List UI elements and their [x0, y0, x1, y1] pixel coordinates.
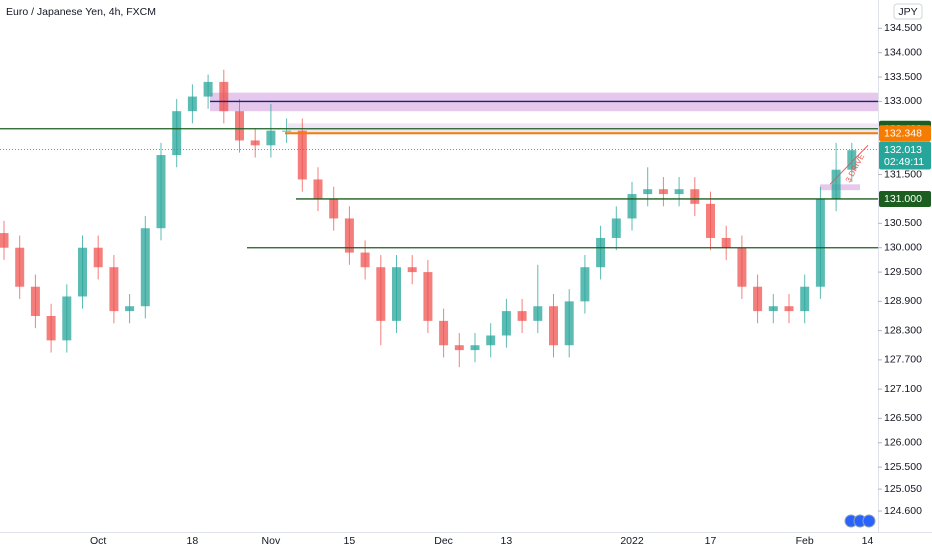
candle-body [93, 247, 103, 268]
x-tick-label: Nov [262, 535, 281, 547]
y-tick-label: 134.000 [884, 46, 922, 58]
candle-body [250, 140, 260, 146]
x-tick-label: 15 [344, 535, 356, 547]
candle-body [470, 345, 480, 351]
chart-title: Euro / Japanese Yen, 4h, FXCM [6, 6, 156, 18]
candle-body [125, 306, 135, 312]
level-tag: 131.000 [884, 193, 922, 205]
candle-body [533, 306, 543, 321]
candle-body [297, 130, 307, 180]
y-tick-label: 134.500 [884, 22, 922, 34]
candle-body [847, 150, 857, 170]
candle-body [800, 286, 810, 312]
candle-body [439, 320, 449, 346]
candle-body [643, 189, 653, 195]
candle-body [784, 306, 794, 312]
y-tick-label: 125.050 [884, 483, 922, 495]
y-tick-label: 133.000 [884, 95, 922, 107]
candle-body [140, 228, 150, 307]
candle-body [329, 198, 339, 219]
candle-body [831, 169, 841, 199]
x-tick-label: Dec [434, 535, 453, 547]
candle-body [690, 189, 700, 204]
candle-body [611, 218, 621, 238]
y-tick-label: 128.900 [884, 295, 922, 307]
currency-label: JPY [898, 6, 917, 18]
candle-body [627, 194, 637, 219]
candle-body [721, 237, 731, 248]
level-tag-bg [879, 125, 931, 142]
candle-body [46, 315, 56, 341]
icon[interactable] [862, 514, 876, 528]
x-tick-label: 17 [705, 535, 717, 547]
candle-body [486, 335, 496, 346]
currency-badge[interactable] [893, 3, 923, 20]
last-price-bg [879, 141, 931, 170]
candles [0, 69, 857, 368]
candle-body [30, 286, 40, 316]
x-tick-label: 13 [501, 535, 513, 547]
x-tick-label: Oct [90, 535, 106, 547]
candle-body [454, 345, 464, 351]
price-zone [288, 123, 878, 133]
candle-body [549, 306, 558, 346]
x-tick-label: 18 [187, 535, 199, 547]
candle-body [564, 301, 574, 346]
candle-body [313, 179, 323, 199]
y-tick-label: 133.500 [884, 71, 922, 83]
y-tick-label: 130.500 [884, 217, 922, 229]
candle-body [674, 189, 684, 195]
candle-body [768, 306, 778, 312]
candle-body [109, 267, 119, 312]
candle-body [62, 296, 72, 341]
candle-body [360, 252, 370, 268]
candle-body [172, 111, 182, 156]
candle-body [737, 247, 747, 287]
candle-body [187, 96, 197, 112]
y-tick-label: 128.300 [884, 324, 922, 336]
x-tick-label: 14 [862, 535, 874, 547]
candle-body [407, 267, 417, 273]
y-tick-label: 131.500 [884, 168, 922, 180]
candle-body [423, 272, 433, 321]
candle-body [156, 155, 166, 229]
trend-line [829, 144, 869, 185]
y-tick-label: 129.500 [884, 266, 922, 278]
y-tick-label: 126.000 [884, 437, 922, 449]
candle-body [219, 81, 229, 112]
candle-body [376, 267, 386, 321]
y-tick-label: 124.600 [884, 505, 922, 517]
candle-body [658, 189, 668, 195]
candle-body [501, 311, 511, 336]
level-tag-bg [879, 190, 931, 207]
bottom-icons [844, 514, 876, 528]
countdown: 02:49:11 [884, 156, 924, 168]
x-tick-label: Feb [796, 535, 814, 547]
candle-body [580, 267, 590, 302]
candle-body [392, 267, 401, 321]
candle-body [753, 286, 763, 312]
x-tick-label: 2022 [620, 535, 644, 547]
candle-body [517, 311, 527, 321]
candle-body [596, 237, 606, 268]
candle-body [235, 111, 244, 141]
candle-body [706, 203, 715, 238]
last-price-tag: 132.013 [884, 144, 922, 156]
y-tick-label: 127.700 [884, 354, 922, 366]
candle-body [78, 247, 87, 297]
candle-body [282, 130, 292, 132]
candle-body [203, 81, 213, 97]
y-tick-label: 130.000 [884, 241, 922, 253]
y-tick-label: 126.500 [884, 412, 922, 424]
y-tick-label: 127.100 [884, 383, 922, 395]
candle-body [15, 247, 25, 287]
candle-body [815, 198, 825, 287]
candle-body [344, 218, 354, 253]
level-tag: 132.348 [884, 128, 922, 140]
y-tick-label: 125.500 [884, 461, 922, 473]
candle-body [266, 130, 276, 146]
candle-body [0, 233, 9, 248]
